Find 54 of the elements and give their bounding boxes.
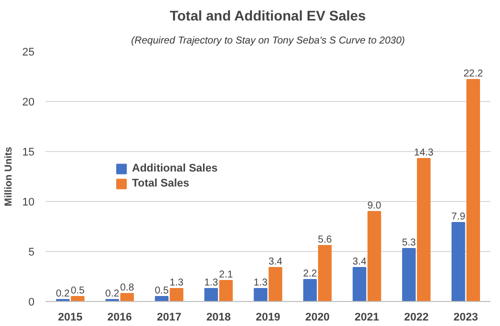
x-tick-label: 2022 bbox=[404, 312, 429, 324]
y-tick-label: 25 bbox=[22, 46, 35, 58]
legend-label: Total Sales bbox=[132, 178, 190, 190]
legend-label: Additional Sales bbox=[132, 162, 218, 174]
bar bbox=[170, 288, 184, 302]
data-label: 2.2 bbox=[303, 268, 318, 280]
data-label: 0.5 bbox=[70, 286, 86, 296]
data-label: 1.3 bbox=[204, 278, 219, 288]
bar bbox=[318, 245, 332, 302]
data-label: 0.8 bbox=[120, 282, 134, 294]
bar bbox=[219, 280, 233, 302]
bar bbox=[402, 248, 416, 302]
y-tick-label: 0 bbox=[28, 296, 35, 308]
y-tick-label: 5 bbox=[28, 246, 35, 258]
bar bbox=[254, 288, 268, 302]
x-tick-label: 2018 bbox=[206, 312, 231, 324]
data-label: 7.9 bbox=[451, 212, 466, 222]
data-label: 0.2 bbox=[105, 288, 120, 300]
bar bbox=[204, 288, 218, 302]
x-tick-label: 2016 bbox=[107, 312, 132, 324]
bar bbox=[154, 296, 168, 302]
chart-subtitle: (Required Trajectory to Stay on Tony Seba's S Curve to 2030) bbox=[131, 36, 405, 46]
y-axis-title: Million Units bbox=[3, 146, 14, 206]
data-label: 3.4 bbox=[268, 256, 283, 268]
data-label: 5.3 bbox=[402, 238, 416, 248]
y-tick-label: 15 bbox=[22, 146, 35, 158]
x-tick-label: 2017 bbox=[156, 312, 182, 324]
x-tick-label: 2020 bbox=[305, 312, 330, 324]
chart-title: Total and Additional EV Sales bbox=[170, 8, 366, 24]
bar bbox=[352, 267, 366, 302]
bar bbox=[466, 79, 480, 302]
bar bbox=[452, 222, 466, 302]
data-label: 9.0 bbox=[367, 200, 382, 212]
data-label: 22.2 bbox=[463, 68, 484, 80]
data-label: 5.6 bbox=[318, 234, 332, 246]
bar bbox=[416, 158, 431, 302]
y-tick-label: 20 bbox=[22, 96, 35, 108]
x-tick-label: 2019 bbox=[256, 312, 280, 324]
bar bbox=[70, 296, 84, 302]
y-tick-label: 10 bbox=[22, 196, 35, 208]
data-label: 1.3 bbox=[170, 278, 184, 288]
data-label: 3.4 bbox=[352, 256, 367, 268]
bar bbox=[268, 267, 282, 302]
data-label: 2.1 bbox=[219, 270, 234, 280]
x-tick-label: 2023 bbox=[454, 312, 478, 324]
x-tick-label: 2021 bbox=[354, 312, 380, 324]
bar bbox=[303, 279, 317, 302]
data-label: 1.3 bbox=[254, 278, 268, 288]
data-label: 0.5 bbox=[154, 286, 170, 296]
data-label: 0.2 bbox=[56, 288, 70, 300]
x-tick-label: 2015 bbox=[58, 312, 82, 324]
data-label: 14.3 bbox=[414, 148, 434, 158]
bar bbox=[368, 211, 382, 302]
bar bbox=[120, 293, 134, 302]
